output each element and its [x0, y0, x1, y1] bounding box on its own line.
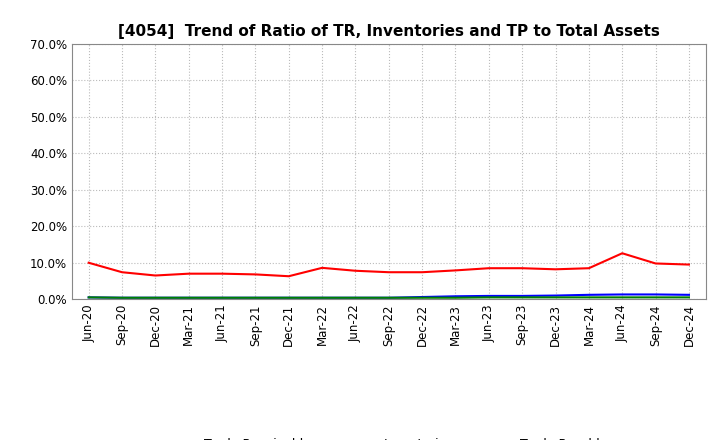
Trade Payables: [685, 295, 693, 300]
Inventories: [418, 294, 426, 300]
Trade Payables: [418, 295, 426, 301]
Trade Payables: [284, 295, 293, 301]
Line: Inventories: Inventories: [89, 294, 689, 298]
Trade Receivables: [351, 268, 360, 273]
Trade Receivables: [117, 270, 126, 275]
Trade Receivables: [585, 266, 593, 271]
Trade Payables: [251, 295, 260, 301]
Trade Receivables: [284, 274, 293, 279]
Trade Receivables: [184, 271, 193, 276]
Trade Payables: [384, 295, 393, 301]
Trade Payables: [618, 295, 626, 300]
Trade Payables: [184, 295, 193, 301]
Trade Receivables: [451, 268, 460, 273]
Title: [4054]  Trend of Ratio of TR, Inventories and TP to Total Assets: [4054] Trend of Ratio of TR, Inventories…: [118, 24, 660, 39]
Inventories: [685, 292, 693, 297]
Inventories: [284, 295, 293, 301]
Inventories: [217, 295, 226, 301]
Trade Payables: [652, 295, 660, 300]
Trade Receivables: [618, 251, 626, 256]
Trade Receivables: [151, 273, 160, 278]
Trade Receivables: [84, 260, 93, 265]
Inventories: [585, 292, 593, 297]
Trade Receivables: [217, 271, 226, 276]
Inventories: [518, 293, 526, 299]
Inventories: [251, 295, 260, 301]
Trade Receivables: [685, 262, 693, 267]
Inventories: [318, 295, 326, 301]
Trade Receivables: [251, 272, 260, 277]
Trade Payables: [552, 295, 560, 300]
Trade Receivables: [552, 267, 560, 272]
Trade Payables: [585, 295, 593, 300]
Inventories: [384, 295, 393, 301]
Line: Trade Receivables: Trade Receivables: [89, 253, 689, 276]
Trade Receivables: [418, 270, 426, 275]
Trade Payables: [451, 295, 460, 301]
Inventories: [84, 295, 93, 300]
Inventories: [552, 293, 560, 298]
Trade Receivables: [518, 266, 526, 271]
Inventories: [618, 292, 626, 297]
Trade Payables: [84, 295, 93, 300]
Trade Receivables: [652, 261, 660, 266]
Trade Payables: [151, 295, 160, 301]
Trade Payables: [485, 295, 493, 300]
Trade Receivables: [384, 270, 393, 275]
Trade Receivables: [318, 265, 326, 271]
Inventories: [351, 295, 360, 301]
Trade Payables: [318, 295, 326, 301]
Trade Payables: [351, 295, 360, 301]
Inventories: [652, 292, 660, 297]
Trade Payables: [518, 295, 526, 300]
Trade Payables: [217, 295, 226, 301]
Legend: Trade Receivables, Inventories, Trade Payables: Trade Receivables, Inventories, Trade Pa…: [163, 438, 614, 440]
Inventories: [184, 295, 193, 301]
Inventories: [151, 295, 160, 301]
Inventories: [451, 293, 460, 299]
Trade Receivables: [485, 266, 493, 271]
Trade Payables: [117, 295, 126, 301]
Inventories: [485, 293, 493, 299]
Inventories: [117, 295, 126, 301]
